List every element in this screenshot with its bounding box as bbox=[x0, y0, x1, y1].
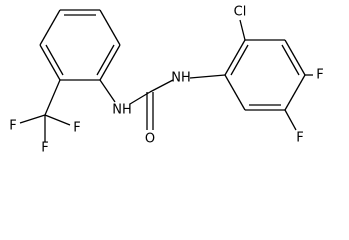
atom-label: NH bbox=[171, 71, 191, 86]
bonds bbox=[19, 9, 313, 142]
atom-label: F bbox=[296, 131, 303, 146]
page: Cl F F NH NH O F F F (() => { const data… bbox=[9, 4, 324, 156]
atom-label: Cl bbox=[234, 5, 247, 20]
atom-label: F bbox=[9, 119, 16, 134]
atom-label: F bbox=[41, 141, 48, 156]
structure-diagram: Cl F F NH NH O F F F bbox=[9, 5, 323, 156]
atom-label: NH bbox=[112, 103, 132, 118]
atom-label: O bbox=[145, 132, 155, 147]
atom-label: F bbox=[316, 68, 323, 83]
atom-label: F bbox=[73, 121, 80, 136]
